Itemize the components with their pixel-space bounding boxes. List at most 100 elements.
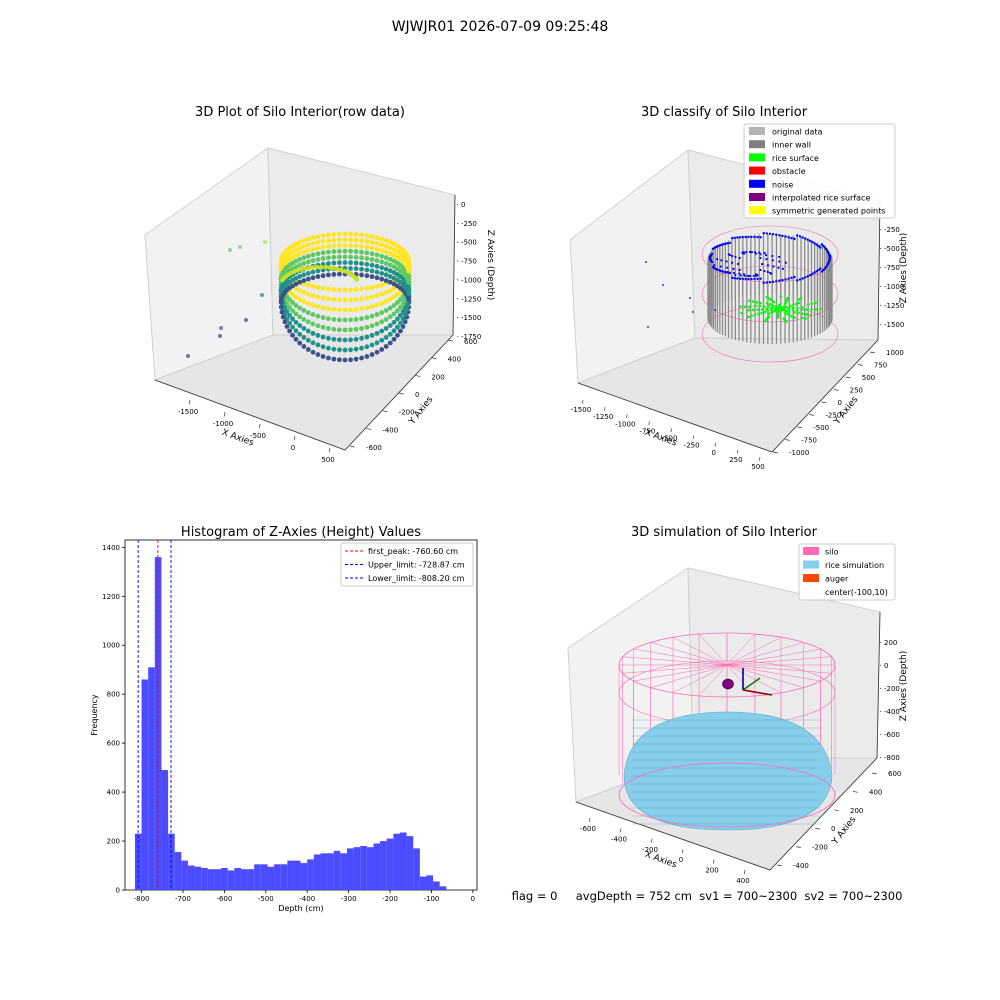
raw-point [398,305,403,310]
classify-noise-point [798,235,802,238]
raw-point [331,297,337,302]
sim-x-tick [589,817,591,822]
hist-bar [353,847,361,890]
classify-noise-point [760,262,764,266]
raw-point [297,239,303,245]
hist-bar [181,860,188,890]
raw-point [387,262,393,268]
raw-point [337,327,342,333]
silo-spoke [726,656,832,666]
raw-point [335,266,340,272]
classify-noise-point [775,233,778,236]
classify-noise-point [781,234,784,238]
hist-bar [240,869,248,890]
raw-z-tick [456,316,459,319]
raw-point [293,241,299,247]
raw-point [310,246,316,252]
raw-point [305,253,311,259]
classify-rice-point [743,305,747,308]
classify-x-tick-label: -500 [662,435,678,443]
classify-x-tick-label: -1250 [593,413,613,421]
raw-point [387,305,393,311]
sim-x-tick-label: -200 [642,846,658,854]
classify-rice-point [775,308,779,312]
classify-noise-point [689,297,691,299]
classify-y-tick-label: -250 [825,412,841,420]
hist-y-tick-label: 600 [107,740,120,748]
raw-point [315,245,321,251]
raw-point [353,356,359,362]
classify-rice-point [766,305,770,309]
raw-point [331,336,337,342]
classify-x-tick-label: -250 [684,442,700,450]
sim-y-tick [871,772,877,775]
raw-point [391,294,397,300]
axis-arrow-x [742,689,773,696]
raw-point [395,332,400,338]
raw-point [359,326,364,331]
classify-noise-point [771,254,774,258]
raw-point [369,284,375,290]
raw-point [359,249,364,255]
raw-point [379,328,385,334]
hist-bar [307,859,314,890]
raw-point [353,287,359,292]
raw-point [310,241,316,246]
raw-point [342,317,348,323]
raw-point [331,346,337,352]
silo-spoke [726,637,782,666]
classify-rice-point [738,305,742,308]
classify-y-tick-label: -500 [813,424,829,432]
raw-point [301,249,307,255]
sim-x-tick-label: 400 [736,877,749,885]
raw-point [348,327,353,333]
classify-z-tick [879,304,882,307]
hist-bar [360,845,367,890]
raw-point [364,239,370,244]
raw-z-tick-label: 0 [461,201,465,209]
raw-point [364,256,370,261]
hist-bar [333,850,341,890]
raw-point [302,266,308,271]
classify-rice-point [814,301,817,305]
raw-point [305,242,311,248]
raw-point [383,299,389,304]
raw-point [391,336,397,342]
raw-zlabel: Z Axies (Depth) [485,230,495,301]
classify-noise-point [720,243,723,247]
classify-rice-point [751,308,755,312]
sim-z-tick-label: 0 [884,662,888,670]
raw-point [348,297,353,303]
raw-point [293,328,299,334]
hist-bar [439,886,447,890]
silo-spoke [726,664,821,682]
classify-noise-point [724,270,727,274]
raw-point [310,283,316,289]
silo-spoke [633,664,728,682]
sim-z-tick [879,710,882,713]
raw-point [280,314,286,320]
raw-point [359,286,364,292]
raw-point [305,310,311,316]
classify-noise-point [728,241,732,245]
classify-noise-point [716,258,719,261]
raw-point [310,330,316,336]
classify-noise-point [806,238,809,241]
sim-legend-frame [798,543,896,601]
hist-legend-frame [340,542,474,587]
classify-rice-point [814,308,818,311]
classify-noise-point [820,243,824,246]
hist-ylabel: Frequency [90,694,99,736]
hist-bar [194,866,202,890]
classify-z-tick [879,247,882,250]
raw-point [406,268,412,274]
raw-point [374,263,380,269]
classify-rice-point [779,295,783,298]
raw-point [331,326,337,332]
classify-rice-point [760,308,764,311]
classify-noise-point [741,277,744,281]
raw-point [338,267,344,273]
sim-z-tick-label: -200 [884,685,900,693]
raw-z-tick [456,260,459,262]
sim-x-tick-label: -400 [611,835,627,843]
